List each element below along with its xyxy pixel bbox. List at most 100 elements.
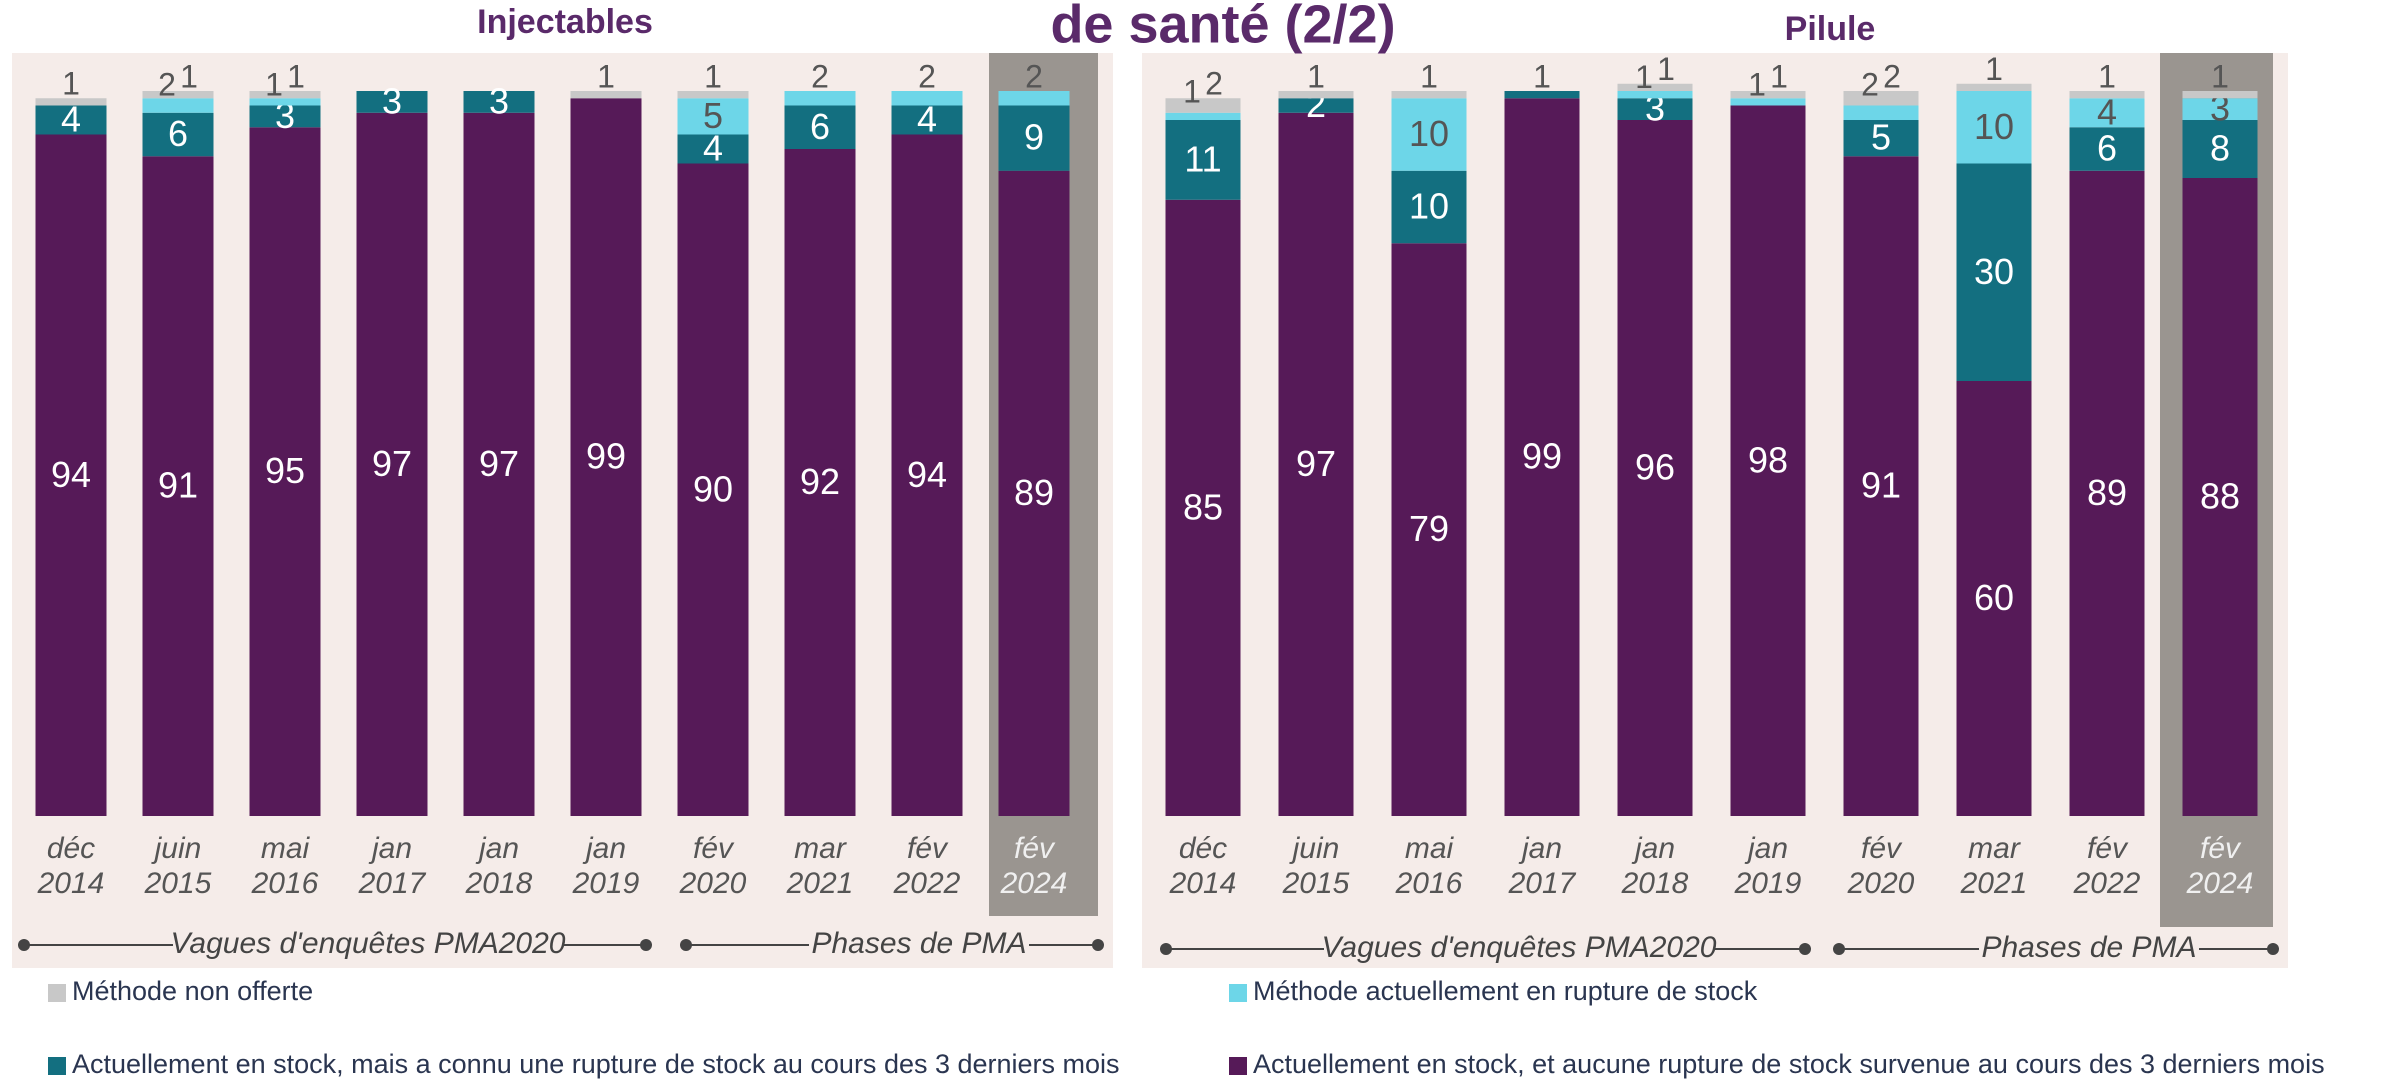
legend-label: Actuellement en stock, et aucune rupture… — [1253, 1049, 2325, 1079]
data-label: 1 — [265, 66, 283, 102]
data-label: 97 — [479, 443, 519, 484]
data-label: 4 — [917, 99, 937, 140]
bar-segment — [677, 91, 749, 99]
bar-segment — [1956, 163, 2032, 381]
bar-segment — [677, 98, 749, 135]
data-label: 8 — [2210, 128, 2230, 169]
bar-segment — [1617, 98, 1693, 120]
bar-segment — [784, 149, 856, 816]
data-label: 6 — [810, 106, 830, 147]
data-label: 9 — [1024, 117, 1044, 158]
x-tick-label: juin — [151, 832, 202, 865]
bar-segment — [249, 105, 321, 128]
data-label: 4 — [61, 99, 81, 140]
group-dot — [1092, 939, 1104, 951]
data-label: 1 — [1985, 51, 2003, 87]
bar-segment — [784, 91, 856, 106]
data-label: 3 — [489, 80, 509, 121]
data-label: 94 — [51, 454, 91, 495]
legend-label: Méthode actuellement en rupture de stock — [1253, 976, 1758, 1006]
data-label: 1 — [1635, 59, 1653, 95]
legend-swatch — [1229, 1057, 1247, 1075]
x-tick-label: jan — [582, 832, 626, 865]
data-label: 10 — [1409, 113, 1449, 154]
x-tick-label: mar — [1968, 832, 2021, 865]
x-tick-label: mar — [794, 832, 847, 865]
chart-title: Injectables — [477, 3, 653, 41]
data-label: 92 — [800, 461, 840, 502]
data-label: 6 — [168, 113, 188, 154]
group-dot — [2267, 943, 2279, 955]
data-label: 2 — [1205, 66, 1223, 102]
x-tick-label: 2022 — [893, 867, 961, 900]
x-tick-label: fév — [693, 832, 735, 865]
bar-segment — [1391, 243, 1467, 816]
data-label: 10 — [1974, 106, 2014, 147]
bar-segment — [249, 127, 321, 816]
data-label: 89 — [2087, 472, 2127, 513]
legend-label: Actuellement en stock, mais a connu une … — [72, 1049, 1120, 1079]
bar-segment — [463, 91, 535, 113]
bar-segment — [142, 91, 214, 99]
bar-segment — [1391, 98, 1467, 171]
data-label: 1 — [2211, 58, 2229, 94]
bar-segment — [1843, 120, 1919, 157]
data-label: 2 — [1025, 58, 1043, 94]
x-tick-label: 2020 — [1847, 867, 1915, 900]
bar-segment — [356, 112, 428, 816]
x-tick-label: fév — [2200, 832, 2242, 865]
data-label: 89 — [1014, 472, 1054, 513]
group-dot — [680, 939, 692, 951]
bar-segment — [35, 98, 107, 106]
bar-segment — [1730, 98, 1806, 106]
x-tick-label: fév — [1861, 832, 1903, 865]
bar-segment — [1956, 381, 2032, 816]
data-label: 4 — [703, 128, 723, 169]
bar-segment — [1278, 91, 1354, 99]
bar-segment — [1617, 120, 1693, 816]
group-dot — [18, 939, 30, 951]
data-label: 1 — [704, 58, 722, 94]
data-label: 4 — [2097, 91, 2117, 132]
bar-segment — [998, 105, 1070, 171]
bar-segment — [249, 98, 321, 106]
bar-segment — [1504, 91, 1580, 99]
bar-segment — [1391, 91, 1467, 99]
x-tick-label: jan — [1744, 832, 1788, 865]
data-label: 2 — [1861, 66, 1879, 102]
legend-swatch — [48, 1057, 66, 1075]
bar-segment — [2069, 98, 2145, 128]
group-dot — [1160, 943, 1172, 955]
data-label: 1 — [62, 66, 80, 102]
data-label: 1 — [287, 58, 305, 94]
bar-segment — [2182, 178, 2258, 816]
data-label: 99 — [1522, 436, 1562, 477]
data-label: 95 — [265, 450, 305, 491]
data-label: 30 — [1974, 251, 2014, 292]
page-title: de santé (2/2) — [1050, 0, 1395, 54]
bar-segment — [1165, 112, 1241, 120]
x-tick-label: 2024 — [2186, 867, 2254, 900]
group-dot — [1799, 943, 1811, 955]
x-tick-label: déc — [1179, 832, 1227, 865]
x-tick-label: 2017 — [358, 867, 427, 900]
bar-segment — [891, 134, 963, 816]
bar-segment — [570, 91, 642, 99]
bar-segment — [463, 112, 535, 816]
bar-segment — [1956, 91, 2032, 164]
bar-segment — [677, 163, 749, 816]
bar-segment — [1843, 105, 1919, 120]
data-label: 60 — [1974, 577, 2014, 618]
data-label: 5 — [1871, 117, 1891, 158]
data-label: 98 — [1748, 439, 1788, 480]
bar-segment — [142, 112, 214, 157]
bar-segment — [1956, 83, 2032, 91]
data-label: 88 — [2200, 476, 2240, 517]
x-tick-label: 2021 — [1960, 867, 2028, 900]
x-tick-label: jan — [1631, 832, 1675, 865]
x-tick-label: 2020 — [679, 867, 747, 900]
x-tick-label: fév — [2087, 832, 2129, 865]
data-label: 1 — [1770, 58, 1788, 94]
